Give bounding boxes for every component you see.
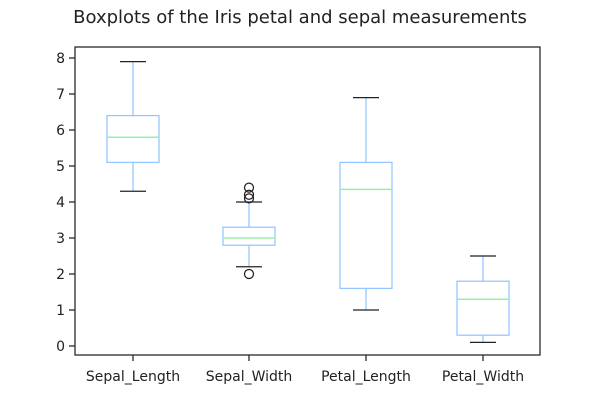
y-tick-label: 6 [56, 123, 65, 139]
box-group-petal-length [339, 96, 393, 311]
y-tick-label: 4 [56, 195, 65, 211]
iqr-box [106, 114, 160, 164]
box-group-sepal-length [106, 60, 160, 192]
x-tick-label: Sepal_Length [86, 369, 180, 385]
iqr-box [339, 161, 393, 290]
chart-title: Boxplots of the Iris petal and sepal mea… [73, 7, 527, 28]
box-group-sepal-width [222, 182, 276, 280]
y-tick-label: 8 [56, 51, 65, 67]
y-tick-label: 5 [56, 159, 65, 175]
iqr-box [222, 226, 276, 246]
y-tick-label: 3 [56, 231, 65, 247]
iqr-box [456, 280, 510, 336]
x-axis: Sepal_Length Sepal_Width Petal_Length Petal… [86, 355, 524, 385]
outlier-point [243, 193, 255, 204]
outlier-point [243, 268, 255, 280]
x-tick-label: Petal_Width [442, 369, 524, 385]
plot-frame [74, 46, 541, 356]
y-tick-label: 2 [56, 267, 65, 283]
outlier-point [243, 182, 255, 193]
y-tick-label: 7 [56, 87, 65, 103]
box-group-petal-width [456, 255, 510, 344]
outlier-point [243, 189, 255, 200]
x-tick-label: Sepal_Width [206, 369, 293, 385]
y-tick-label: 1 [56, 303, 65, 319]
y-tick-label: 0 [56, 339, 65, 355]
y-axis: 0 1 2 3 4 5 6 7 8 [56, 51, 75, 355]
boxes [106, 60, 510, 344]
x-tick-label: Petal_Length [321, 369, 411, 385]
